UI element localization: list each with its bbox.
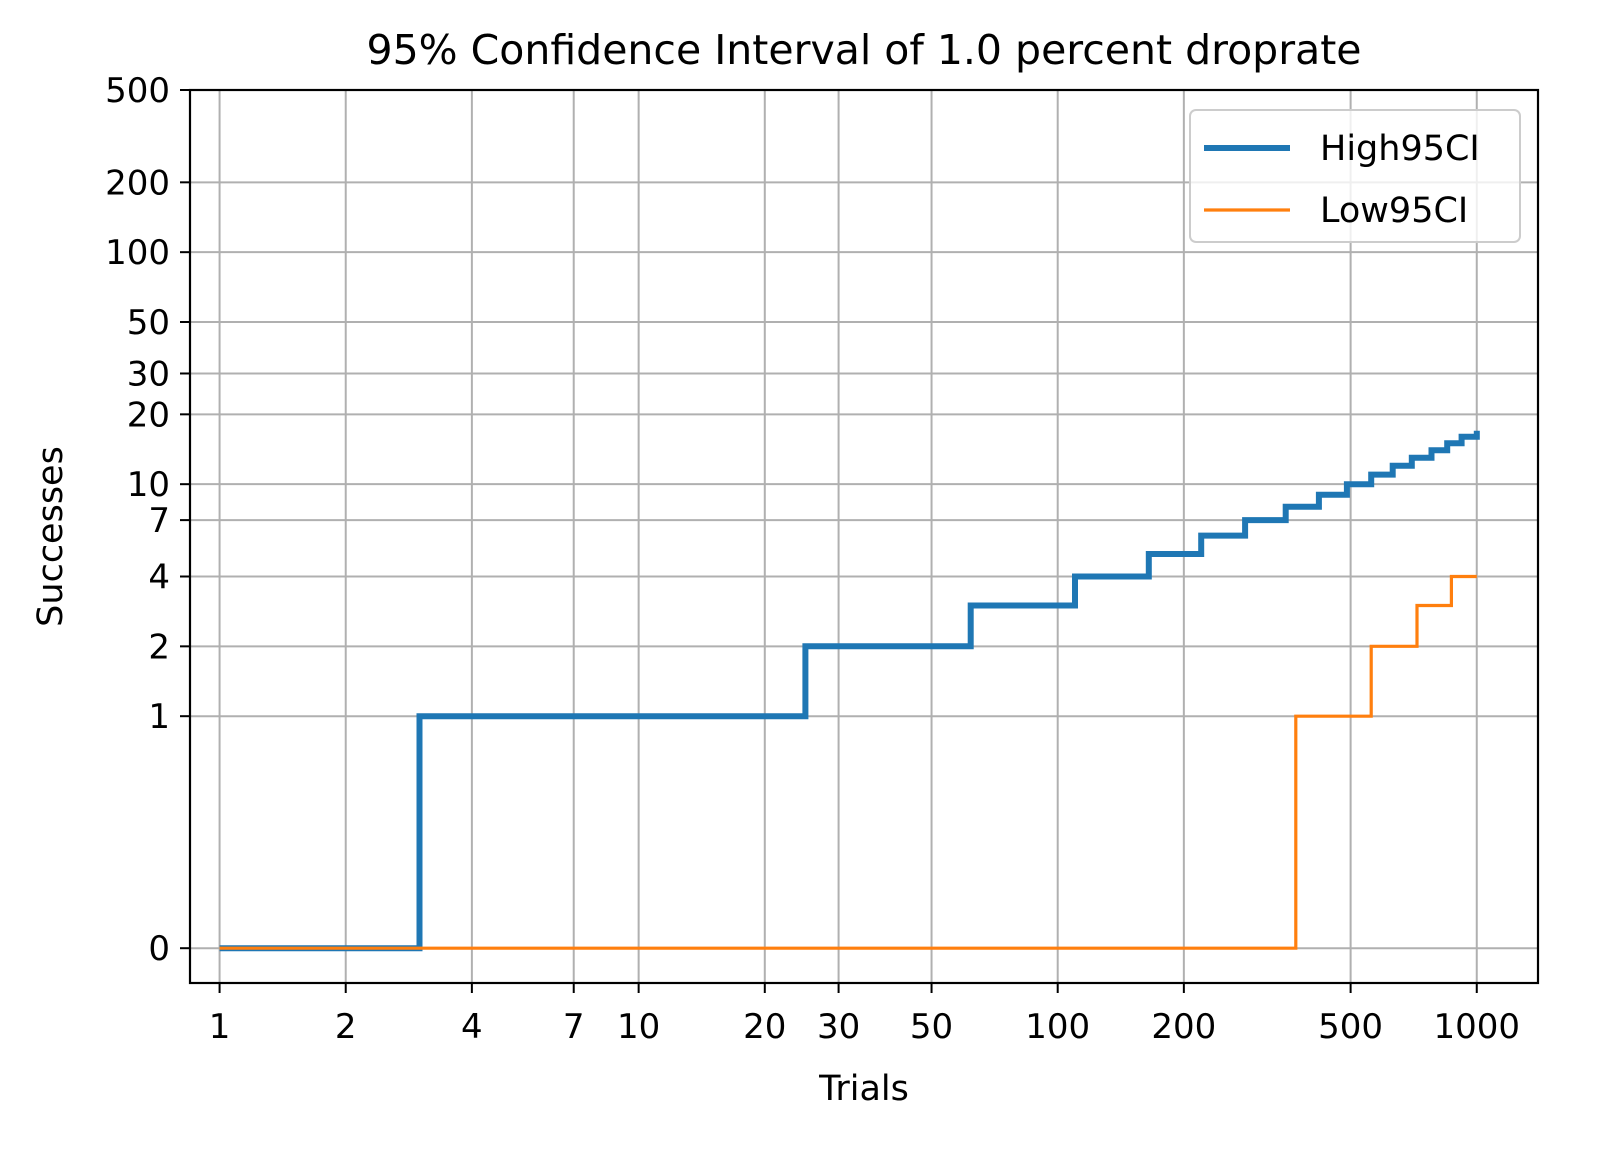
x-tick-label: 50 bbox=[910, 1007, 953, 1047]
y-tick-label: 7 bbox=[148, 501, 170, 541]
y-tick-label: 30 bbox=[127, 354, 170, 394]
y-tick-label: 200 bbox=[105, 163, 170, 203]
y-tick-label: 0 bbox=[148, 929, 170, 969]
x-tick-label: 500 bbox=[1318, 1007, 1383, 1047]
x-tick-label: 20 bbox=[743, 1007, 786, 1047]
legend-label-high95ci: High95CI bbox=[1320, 129, 1480, 169]
y-tick-label: 100 bbox=[105, 233, 170, 273]
legend-label-low95ci: Low95CI bbox=[1320, 191, 1468, 231]
x-tick-label: 7 bbox=[563, 1007, 585, 1047]
y-tick-label: 2 bbox=[148, 627, 170, 667]
plot-lines bbox=[219, 430, 1480, 952]
x-tick-label: 2 bbox=[335, 1007, 357, 1047]
x-axis-label: Trials bbox=[818, 1069, 909, 1109]
series-line-high95ci bbox=[219, 430, 1480, 952]
x-axis-ticks: 1 2 4 7 10 20 30 50 100 200 500 1000 bbox=[209, 983, 1520, 1047]
y-tick-label: 50 bbox=[127, 303, 170, 343]
x-tick-label: 1000 bbox=[1433, 1007, 1520, 1047]
x-tick-label: 100 bbox=[1025, 1007, 1090, 1047]
y-tick-label: 4 bbox=[148, 558, 170, 598]
y-tick-label: 1 bbox=[148, 697, 170, 737]
plot-frame bbox=[188, 88, 1540, 985]
x-tick-label: 1 bbox=[209, 1007, 231, 1047]
y-tick-label: 20 bbox=[127, 395, 170, 435]
x-tick-label: 4 bbox=[461, 1007, 483, 1047]
x-tick-label: 200 bbox=[1151, 1007, 1216, 1047]
y-axis-label: Successes bbox=[31, 446, 71, 627]
legend: High95CI Low95CI bbox=[1189, 109, 1521, 243]
y-tick-label: 500 bbox=[105, 71, 170, 111]
series-line-low95ci bbox=[219, 574, 1477, 950]
y-tick-label: 10 bbox=[127, 465, 170, 505]
x-tick-label: 10 bbox=[617, 1007, 660, 1047]
x-tick-label: 30 bbox=[817, 1007, 860, 1047]
chart-title: 95% Confidence Interval of 1.0 percent d… bbox=[367, 26, 1362, 74]
